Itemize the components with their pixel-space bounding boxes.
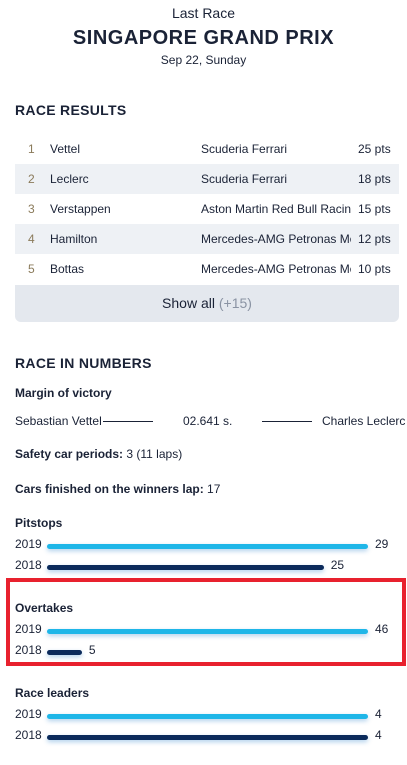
driver: Hamilton xyxy=(50,232,98,246)
fact-value: 3 (11 laps) xyxy=(126,447,183,461)
bar xyxy=(47,735,368,740)
points: 18 pts xyxy=(358,172,391,186)
value: 25 xyxy=(330,558,345,572)
points: 15 pts xyxy=(358,202,391,216)
fact-value: 17 xyxy=(207,482,221,496)
bar xyxy=(47,714,368,719)
value: 4 xyxy=(375,707,382,721)
value: 4 xyxy=(375,728,382,742)
fact-label: Safety car periods: 3 (11 laps) xyxy=(15,447,183,461)
year: 2019 xyxy=(15,622,42,636)
result-row: 3 Verstappen Aston Martin Red Bull Racing 1… xyxy=(15,194,399,224)
team: Mercedes-AMG Petronas Motorsport xyxy=(201,262,351,276)
show-all-button[interactable]: Show all (+15) xyxy=(15,285,399,322)
points: 10 pts xyxy=(358,262,391,276)
driver: Leclerc xyxy=(50,172,89,186)
show-all-count[interactable]: (+15) xyxy=(218,295,252,311)
section-title: RACE RESULTS xyxy=(15,102,127,118)
year: 2019 xyxy=(15,707,42,721)
bar xyxy=(47,650,82,655)
team: Scuderia Ferrari xyxy=(201,172,288,186)
position: 3 xyxy=(28,202,35,216)
show-all-text[interactable]: Show all xyxy=(162,295,219,311)
winner: Sebastian Vettel xyxy=(15,414,102,428)
section-title: RACE IN NUMBERS xyxy=(15,355,152,371)
header-date: Sep 22, Sunday xyxy=(160,53,247,67)
team: Mercedes-AMG Petronas Motorsport xyxy=(201,232,351,246)
result-row: 1 Vettel Scuderia Ferrari 25 pts xyxy=(15,134,399,164)
bar xyxy=(47,544,368,549)
margin-label: Margin of victory xyxy=(15,386,112,400)
position: 5 xyxy=(28,262,35,276)
position: 2 xyxy=(28,172,35,186)
stat-title: Pitstops xyxy=(15,516,63,530)
driver: Bottas xyxy=(50,262,85,276)
result-row: 5 Bottas Mercedes-AMG Petronas Motorsport 1… xyxy=(15,254,399,284)
value: 29 xyxy=(375,537,389,551)
divider xyxy=(262,421,312,422)
value: 5 xyxy=(88,643,96,657)
year: 2019 xyxy=(15,537,42,551)
position: 1 xyxy=(28,142,35,156)
result-row: 4 Hamilton Mercedes-AMG Petronas Motorspor… xyxy=(15,224,399,254)
driver: Verstappen xyxy=(50,202,111,216)
header-label: Last Race xyxy=(171,5,236,21)
second: Charles Leclerc xyxy=(322,414,406,428)
year: 2018 xyxy=(15,558,42,572)
position: 4 xyxy=(28,232,35,246)
header-title: SINGAPORE GRAND PRIX xyxy=(72,27,335,49)
bar xyxy=(47,629,368,634)
divider xyxy=(103,421,153,422)
year: 2018 xyxy=(15,643,42,657)
gap: 02.641 s. xyxy=(183,414,233,428)
points: 25 pts xyxy=(358,142,391,156)
stat-title: Overtakes xyxy=(15,601,74,615)
stat-title: Race leaders xyxy=(15,686,90,700)
bar xyxy=(47,565,324,570)
year: 2018 xyxy=(15,728,42,742)
team: Aston Martin Red Bull Racing xyxy=(201,202,351,216)
fact-label: Cars finished on the winners lap: 17 xyxy=(15,482,221,496)
driver: Vettel xyxy=(50,142,81,156)
value: 46 xyxy=(375,622,389,636)
highlight-box xyxy=(6,578,406,666)
result-row: 2 Leclerc Scuderia Ferrari 18 pts xyxy=(15,164,399,194)
team: Scuderia Ferrari xyxy=(201,142,288,156)
points: 12 pts xyxy=(358,232,391,246)
